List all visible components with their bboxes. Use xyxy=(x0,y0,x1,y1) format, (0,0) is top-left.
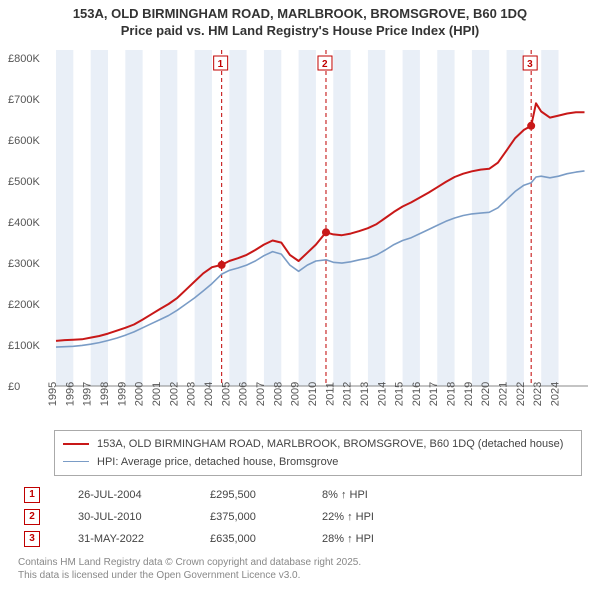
svg-text:£500K: £500K xyxy=(8,176,40,188)
svg-text:£400K: £400K xyxy=(8,217,40,229)
marker-price: £375,000 xyxy=(210,511,290,523)
marker-index-cell: 2 xyxy=(18,509,46,525)
svg-text:£700K: £700K xyxy=(8,94,40,106)
marker-row: 3 31-MAY-2022 £635,000 28% ↑ HPI xyxy=(18,528,582,550)
svg-text:1999: 1999 xyxy=(116,382,128,406)
svg-text:2015: 2015 xyxy=(394,382,406,406)
marker-table: 1 26-JUL-2004 £295,500 8% ↑ HPI 2 30-JUL-2010… xyxy=(18,484,582,550)
svg-text:2001: 2001 xyxy=(151,382,163,406)
title-line-2: Price paid vs. HM Land Registry's House … xyxy=(0,23,600,40)
svg-text:2005: 2005 xyxy=(220,382,232,406)
marker-price: £635,000 xyxy=(210,533,290,545)
svg-text:2007: 2007 xyxy=(255,382,267,406)
svg-text:1996: 1996 xyxy=(64,382,76,406)
svg-text:2003: 2003 xyxy=(186,382,198,406)
marker-row: 1 26-JUL-2004 £295,500 8% ↑ HPI xyxy=(18,484,582,506)
svg-text:2020: 2020 xyxy=(480,382,492,406)
legend-row: 153A, OLD BIRMINGHAM ROAD, MARLBROOK, BR… xyxy=(63,435,573,453)
svg-text:2024: 2024 xyxy=(550,382,562,406)
marker-index-badge: 3 xyxy=(24,531,40,547)
svg-text:2023: 2023 xyxy=(532,382,544,406)
marker-index-badge: 2 xyxy=(24,509,40,525)
marker-row: 2 30-JUL-2010 £375,000 22% ↑ HPI xyxy=(18,506,582,528)
legend-swatch xyxy=(63,443,89,445)
svg-text:2011: 2011 xyxy=(324,382,336,406)
svg-text:2: 2 xyxy=(322,59,328,70)
svg-text:2017: 2017 xyxy=(428,382,440,406)
marker-date: 26-JUL-2004 xyxy=(78,489,178,501)
svg-text:2014: 2014 xyxy=(376,382,388,406)
svg-text:2012: 2012 xyxy=(342,382,354,406)
svg-text:2018: 2018 xyxy=(446,382,458,406)
footer-line-1: Contains HM Land Registry data © Crown c… xyxy=(18,556,582,569)
svg-text:2019: 2019 xyxy=(463,382,475,406)
marker-index-cell: 3 xyxy=(18,531,46,547)
svg-text:1995: 1995 xyxy=(47,382,59,406)
svg-text:£0: £0 xyxy=(8,381,20,393)
svg-text:2009: 2009 xyxy=(290,382,302,406)
svg-text:2021: 2021 xyxy=(498,382,510,406)
marker-date: 30-JUL-2010 xyxy=(78,511,178,523)
chart-svg: £0 £100K £200K £300K £400K £500K £600K £700K £80… xyxy=(8,44,592,424)
marker-diff: 22% ↑ HPI xyxy=(322,511,432,523)
legend-label: 153A, OLD BIRMINGHAM ROAD, MARLBROOK, BR… xyxy=(97,438,563,450)
svg-text:2008: 2008 xyxy=(272,382,284,406)
svg-text:1997: 1997 xyxy=(82,382,94,406)
svg-text:2002: 2002 xyxy=(168,382,180,406)
svg-text:2016: 2016 xyxy=(411,382,423,406)
svg-text:2022: 2022 xyxy=(515,382,527,406)
marker-price: £295,500 xyxy=(210,489,290,501)
marker-diff: 28% ↑ HPI xyxy=(322,533,432,545)
svg-text:£300K: £300K xyxy=(8,258,40,270)
legend-swatch xyxy=(63,461,89,462)
legend-label: HPI: Average price, detached house, Brom… xyxy=(97,456,338,468)
svg-text:1998: 1998 xyxy=(99,382,111,406)
svg-text:£200K: £200K xyxy=(8,299,40,311)
title-line-1: 153A, OLD BIRMINGHAM ROAD, MARLBROOK, BR… xyxy=(0,6,600,23)
svg-text:£100K: £100K xyxy=(8,340,40,352)
marker-diff: 8% ↑ HPI xyxy=(322,489,432,501)
marker-date: 31-MAY-2022 xyxy=(78,533,178,545)
footer-line-2: This data is licensed under the Open Gov… xyxy=(18,569,582,582)
marker-index-badge: 1 xyxy=(24,487,40,503)
svg-text:2004: 2004 xyxy=(203,382,215,406)
svg-text:1: 1 xyxy=(218,59,224,70)
footer: Contains HM Land Registry data © Crown c… xyxy=(18,556,582,582)
chart-title-block: 153A, OLD BIRMINGHAM ROAD, MARLBROOK, BR… xyxy=(0,0,600,40)
legend: 153A, OLD BIRMINGHAM ROAD, MARLBROOK, BR… xyxy=(54,430,582,476)
svg-text:£600K: £600K xyxy=(8,135,40,147)
legend-row: HPI: Average price, detached house, Brom… xyxy=(63,453,573,471)
svg-text:2013: 2013 xyxy=(359,382,371,406)
marker-index-cell: 1 xyxy=(18,487,46,503)
chart-area: £0 £100K £200K £300K £400K £500K £600K £700K £80… xyxy=(8,44,592,424)
svg-text:2010: 2010 xyxy=(307,382,319,406)
svg-text:2000: 2000 xyxy=(134,382,146,406)
svg-text:2006: 2006 xyxy=(238,382,250,406)
svg-text:£800K: £800K xyxy=(8,53,40,65)
svg-text:3: 3 xyxy=(527,59,533,70)
